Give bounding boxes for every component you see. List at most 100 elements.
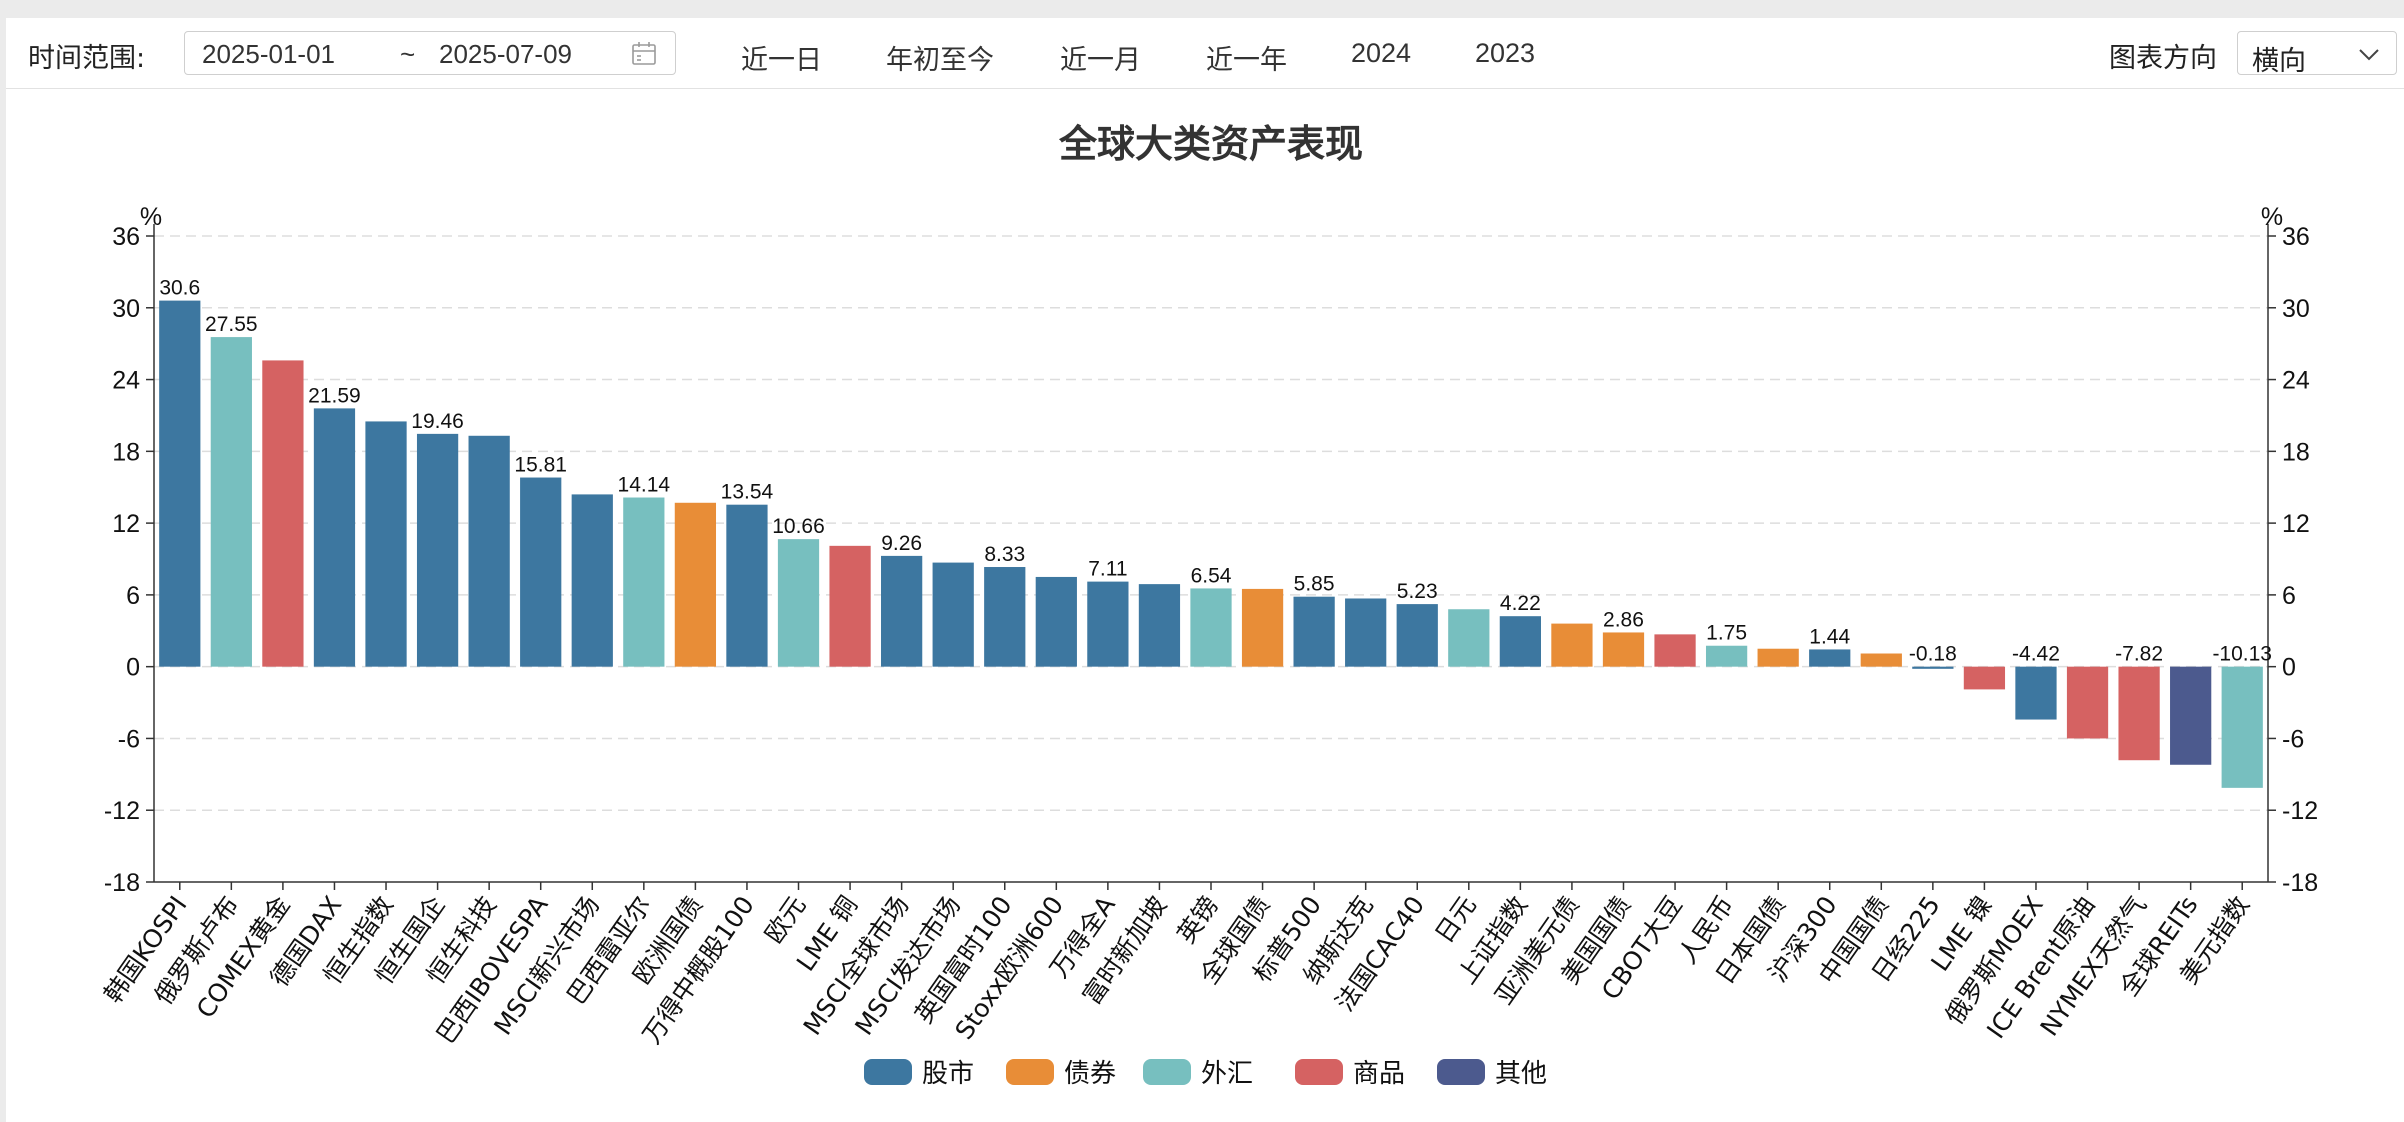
- data-label: 19.46: [411, 410, 464, 433]
- date-end-input[interactable]: 2025-07-09: [439, 39, 572, 69]
- bar[interactable]: [468, 435, 510, 667]
- range-button-1y[interactable]: 近一年: [1206, 45, 1287, 76]
- data-label: 6.54: [1191, 564, 1232, 587]
- bar[interactable]: [2066, 666, 2109, 739]
- data-label: 4.22: [1500, 592, 1541, 615]
- y-tick-label-right: 18: [2282, 438, 2310, 466]
- y-tick-label-left: -18: [104, 869, 140, 897]
- bar[interactable]: [210, 337, 252, 667]
- bar[interactable]: [416, 433, 459, 667]
- bar[interactable]: [984, 567, 1026, 667]
- bar[interactable]: [1602, 632, 1645, 667]
- legend-swatch[interactable]: [1006, 1059, 1054, 1085]
- bar[interactable]: [1035, 576, 1077, 667]
- bar[interactable]: [1860, 653, 1902, 667]
- y-tick-label-right: 24: [2282, 367, 2310, 395]
- bar[interactable]: [1396, 604, 1438, 667]
- range-button-1m[interactable]: 近一月: [1060, 45, 1141, 76]
- data-label: 7.11: [1088, 558, 1127, 581]
- y-tick-label-right: -12: [2282, 797, 2318, 825]
- data-label: 15.81: [514, 454, 567, 477]
- bar-chart: 30.627.55 21.59 19.46 15.81 14.14 13.54 10.66 9…: [98, 122, 2318, 1089]
- time-range-label: 时间范围:: [28, 43, 146, 74]
- legend-item-label[interactable]: 债券: [1064, 1059, 1116, 1089]
- bar[interactable]: [2015, 666, 2057, 720]
- y-tick-label-left: 36: [112, 223, 140, 251]
- bar[interactable]: [2118, 666, 2160, 761]
- data-labels: 30.627.55 21.59 19.46 15.81 14.14 13.54 10.66 9…: [159, 277, 2272, 666]
- y-tick-label-left: 24: [112, 367, 140, 395]
- x-category-label: 英镑: [1171, 891, 1223, 949]
- bar[interactable]: [623, 497, 665, 667]
- data-label: 1.75: [1706, 622, 1747, 645]
- legend-swatch[interactable]: [1143, 1059, 1191, 1085]
- y-tick-label-left: 30: [112, 295, 140, 323]
- range-button-ytd[interactable]: 年初至今: [886, 45, 994, 76]
- bar[interactable]: [1809, 649, 1851, 667]
- bar[interactable]: [1293, 596, 1335, 667]
- legend-item-label[interactable]: 其他: [1495, 1059, 1547, 1089]
- date-start-input[interactable]: 2025-01-01: [202, 39, 335, 69]
- legend-item-label[interactable]: 商品: [1353, 1059, 1405, 1089]
- bar[interactable]: [1963, 666, 2006, 690]
- chart-direction-value: 横向: [2252, 46, 2306, 77]
- date-range-picker[interactable]: 2025-01-01 ~ 2025-07-09: [184, 31, 676, 75]
- y-tick-label-right: -6: [2282, 725, 2304, 753]
- data-label: -4.42: [2012, 643, 2060, 666]
- bar[interactable]: [1912, 666, 1954, 669]
- bar[interactable]: [262, 360, 304, 667]
- legend-item-label[interactable]: 外汇: [1201, 1059, 1253, 1089]
- data-label: -10.13: [2212, 643, 2272, 666]
- legend-swatch[interactable]: [1295, 1059, 1343, 1085]
- chevron-down-icon: [2359, 49, 2379, 61]
- data-label: 9.26: [881, 532, 922, 555]
- bar[interactable]: [313, 408, 356, 667]
- legend: 股市 债券 外汇 商品 其他: [864, 1059, 1547, 1089]
- bar[interactable]: [1499, 616, 1541, 667]
- y-tick-label-right: 36: [2282, 223, 2310, 251]
- y-axis-unit-left: %: [140, 203, 162, 231]
- chart-title: 全球大类资产表现: [1058, 122, 1363, 166]
- chart-panel: 30.6 27.55 21.59 19.46 15.81 14.14 13.54 10.66 9…: [6, 89, 2404, 1122]
- chart-direction-select[interactable]: 横向: [2237, 31, 2397, 77]
- legend-swatch[interactable]: [864, 1059, 912, 1085]
- bar[interactable]: [2221, 666, 2263, 788]
- bar[interactable]: [726, 504, 768, 667]
- bar[interactable]: [829, 545, 871, 667]
- bar[interactable]: [1087, 581, 1129, 667]
- toolbar: 时间范围: 2025-01-01 ~ 2025-07-09 近一日 年初至今 近…: [6, 18, 2404, 89]
- bar[interactable]: [777, 539, 820, 667]
- bar[interactable]: [520, 477, 562, 667]
- data-label: 1.44: [1809, 625, 1850, 648]
- bar[interactable]: [674, 502, 717, 667]
- bar[interactable]: [159, 300, 201, 667]
- legend-swatch[interactable]: [1437, 1059, 1485, 1085]
- bar[interactable]: [1190, 588, 1232, 667]
- y-tick-label-right: 12: [2282, 510, 2310, 538]
- date-separator: ~: [400, 39, 416, 69]
- bar[interactable]: [932, 562, 974, 667]
- bar[interactable]: [1705, 645, 1748, 667]
- bar[interactable]: [1757, 648, 1799, 667]
- range-button-2023[interactable]: 2023: [1475, 38, 1536, 68]
- bar[interactable]: [365, 421, 407, 667]
- y-tick-label-left: 0: [126, 654, 140, 682]
- bar[interactable]: [571, 494, 613, 667]
- bar[interactable]: [1241, 588, 1284, 667]
- range-button-2024[interactable]: 2024: [1351, 38, 1412, 68]
- data-label: -0.18: [1909, 643, 1957, 666]
- bar[interactable]: [1448, 609, 1490, 667]
- bar[interactable]: [2170, 666, 2212, 765]
- y-tick-label-left: 18: [112, 438, 140, 466]
- bar[interactable]: [1654, 634, 1696, 667]
- bar[interactable]: [1345, 598, 1387, 667]
- bar[interactable]: [1138, 584, 1181, 667]
- legend-item-label[interactable]: 股市: [922, 1059, 974, 1089]
- y-tick-label-right: -18: [2282, 869, 2318, 897]
- bar[interactable]: [1551, 623, 1593, 667]
- data-label: 5.85: [1294, 573, 1335, 596]
- bar[interactable]: [881, 555, 923, 667]
- calendar-icon[interactable]: [631, 41, 657, 67]
- range-button-1d[interactable]: 近一日: [741, 45, 822, 76]
